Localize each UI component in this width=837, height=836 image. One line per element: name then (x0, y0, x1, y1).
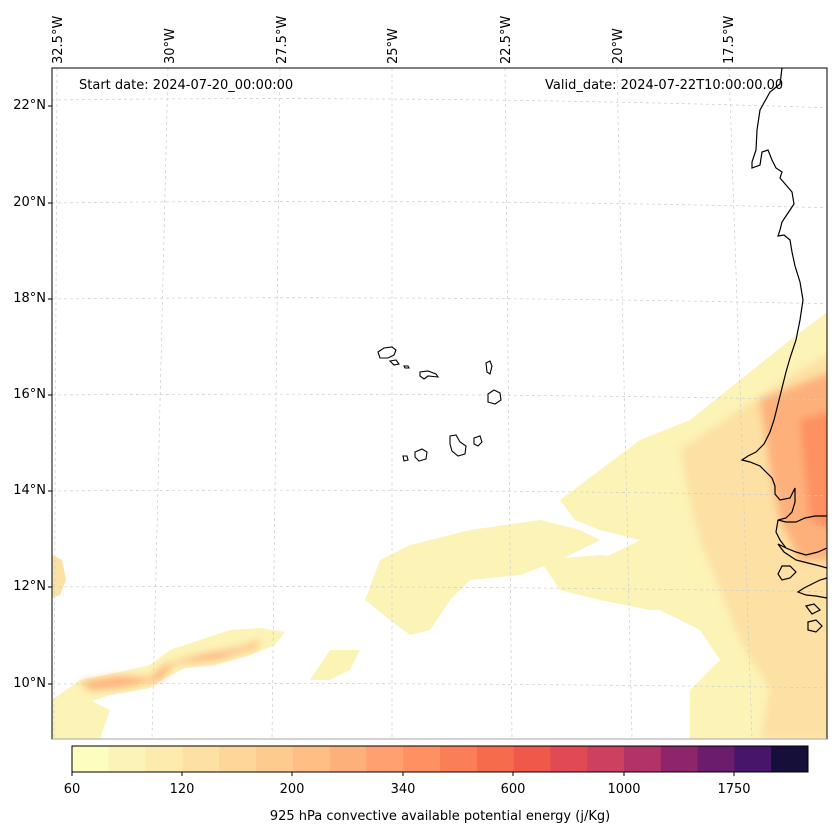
colorbar-tick-label: 120 (169, 782, 195, 797)
lon-label: 17.5°W (722, 15, 737, 64)
colorbar-segment (219, 746, 257, 772)
colorbar-title: 925 hPa convective available potential e… (269, 809, 611, 824)
island-fogo (414, 448, 428, 462)
lat-label: 16°N (13, 387, 46, 402)
lat-label: 20°N (13, 195, 46, 210)
cape-field-central-3 (310, 650, 360, 680)
colorbar-tick-label: 1750 (717, 782, 751, 797)
lat-label: 18°N (13, 291, 46, 306)
lat-label: 14°N (13, 483, 46, 498)
cape-field-east-4 (800, 412, 827, 527)
colorbar-tick-label: 600 (500, 782, 526, 797)
lon-label: 27.5°W (275, 15, 290, 64)
cape-field-east-5 (740, 570, 827, 690)
lon-label: 25°W (386, 28, 401, 64)
colorbar-segment (256, 746, 294, 772)
island-sao-vicente (388, 359, 400, 366)
start-date-label: Start date: 2024-07-20_00:00:00 (79, 78, 294, 93)
colorbar-segment (440, 746, 478, 772)
cape-field-west-edge (52, 555, 66, 598)
graticule (52, 68, 827, 739)
lon-label: 22.5°W (499, 15, 514, 64)
island-brava (402, 455, 409, 462)
colorbar-tick-label: 1000 (607, 782, 641, 797)
colorbar-segment (697, 746, 735, 772)
island-boa-vista (487, 389, 502, 405)
colorbar-border (71, 745, 809, 773)
colorbar-tick-label: 60 (63, 782, 81, 797)
lon-label: 32.5°W (51, 15, 66, 64)
colorbar-segment (329, 746, 367, 772)
colorbar-segment (145, 746, 183, 772)
colorbar (72, 746, 809, 772)
lat-label: 10°N (13, 676, 46, 691)
colorbar-segment (660, 746, 699, 772)
colorbar-tick-label: 340 (390, 782, 416, 797)
island-maio (473, 435, 483, 447)
valid-date-label: Valid_date: 2024-07-22T10:00:00.00 (545, 78, 784, 93)
african-coastline (740, 68, 827, 523)
lon-label: 30°W (163, 28, 178, 64)
colorbar-segment (587, 746, 625, 772)
island-santa-luzia (403, 365, 410, 369)
cape-field-sw-streak-2 (80, 640, 262, 690)
island-sal (485, 360, 493, 375)
colorbar-segment (513, 746, 551, 772)
cape-field (52, 312, 827, 739)
island-santo-antao (377, 346, 397, 359)
colorbar-segment (366, 746, 404, 772)
colorbar-segment (182, 746, 220, 772)
colorbar-segment (108, 746, 147, 772)
cape-field-central (365, 520, 600, 635)
island-santiago (449, 434, 467, 457)
coastlines (740, 68, 827, 633)
cape-field-central-2 (540, 555, 700, 610)
colorbar-segment (624, 746, 662, 772)
colorbar-segment (734, 746, 772, 772)
colorbar-segment (403, 746, 441, 772)
lon-label: 20°W (611, 28, 626, 64)
colorbar-segment (72, 746, 110, 772)
lat-label: 12°N (13, 579, 46, 594)
colorbar-segment (476, 746, 515, 772)
colorbar-segment (292, 746, 331, 772)
cape-field-sw-corner (52, 700, 110, 739)
colorbar-tick-label: 200 (279, 782, 305, 797)
colorbar-segment (771, 746, 809, 772)
cape-verde-islands (377, 346, 502, 462)
island-sao-nicolau (419, 370, 440, 380)
lat-label: 22°N (13, 98, 46, 113)
colorbar-segment (550, 746, 588, 772)
coast-guinea-bissau (777, 543, 827, 569)
